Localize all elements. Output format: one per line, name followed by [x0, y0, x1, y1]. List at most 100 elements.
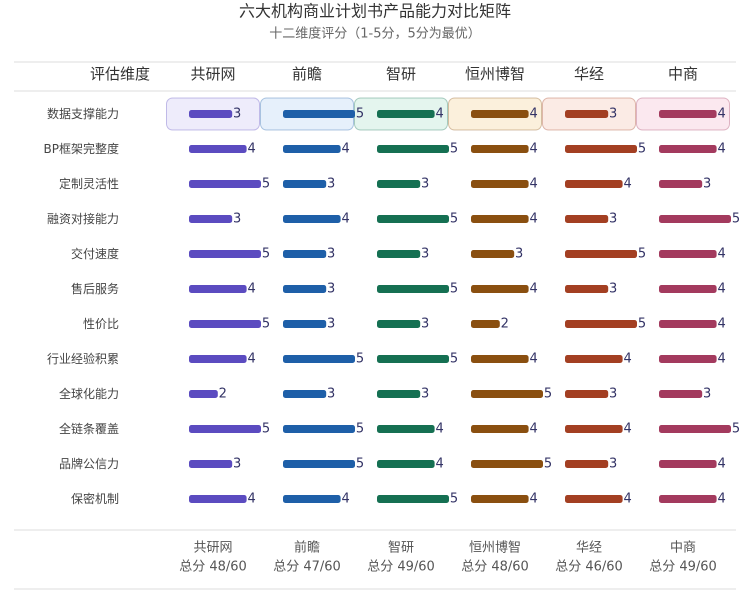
score-label: 5: [732, 212, 740, 227]
score-bar: [471, 250, 515, 258]
score-label: 3: [421, 387, 429, 402]
score-label: 5: [262, 247, 270, 262]
dimension-label: 交付速度: [71, 246, 119, 261]
dimension-label: 数据支撑能力: [47, 106, 119, 121]
score-label: 5: [450, 492, 458, 507]
score-label: 4: [717, 317, 725, 332]
score-bar: [659, 355, 717, 363]
score-label: 3: [233, 107, 241, 122]
score-label: 2: [501, 317, 509, 332]
score-bar: [283, 180, 327, 188]
score-bar: [283, 285, 327, 293]
score-bar: [471, 355, 529, 363]
footer-name: 中商: [670, 541, 696, 556]
score-label: 4: [247, 492, 255, 507]
score-label: 3: [327, 317, 335, 332]
chart-subtitle: 十二维度评分（1-5分，5分为最优）: [269, 26, 481, 42]
score-label: 5: [262, 177, 270, 192]
score-label: 5: [638, 317, 646, 332]
score-label: 4: [717, 457, 725, 472]
dimension-label: 保密机制: [71, 491, 119, 506]
score-bar: [659, 320, 717, 328]
score-bar: [377, 425, 435, 433]
score-bar: [565, 250, 637, 258]
score-bar: [377, 285, 449, 293]
score-bar: [659, 460, 717, 468]
score-label: 5: [356, 457, 364, 472]
score-bar: [471, 285, 529, 293]
column-header: 华经: [574, 65, 604, 83]
score-bar: [471, 145, 529, 153]
score-label: 4: [435, 107, 443, 122]
footer-total: 总分 47/60: [273, 560, 341, 575]
score-label: 5: [638, 142, 646, 157]
score-bar: [189, 180, 261, 188]
score-bar: [659, 495, 717, 503]
score-bar: [377, 320, 421, 328]
score-bar: [377, 355, 449, 363]
score-bar: [189, 215, 233, 223]
score-bar: [377, 495, 449, 503]
score-bar: [189, 285, 247, 293]
score-label: 4: [717, 107, 725, 122]
score-bar: [659, 425, 731, 433]
score-bar: [565, 180, 623, 188]
dimension-label: 定制灵活性: [59, 176, 119, 191]
score-label: 5: [732, 422, 740, 437]
footer-total: 总分 49/60: [367, 560, 435, 575]
score-bar: [565, 460, 609, 468]
score-bar: [189, 355, 247, 363]
score-label: 5: [638, 247, 646, 262]
score-label: 5: [356, 352, 364, 367]
score-label: 5: [544, 457, 552, 472]
dimension-label: 行业经验积累: [47, 351, 119, 366]
score-label: 4: [435, 457, 443, 472]
score-label: 5: [450, 212, 458, 227]
footer-name: 智研: [388, 541, 414, 556]
score-bar: [471, 495, 529, 503]
chart-title: 六大机构商业计划书产品能力对比矩阵: [239, 2, 511, 21]
score-bar: [471, 180, 529, 188]
footer-total: 总分 48/60: [179, 560, 247, 575]
score-bar: [471, 390, 543, 398]
score-bar: [283, 390, 327, 398]
score-label: 5: [356, 107, 364, 122]
score-bar: [283, 215, 341, 223]
score-label: 3: [609, 107, 617, 122]
score-bar: [283, 320, 327, 328]
score-label: 3: [703, 387, 711, 402]
score-bar: [377, 215, 449, 223]
score-label: 5: [356, 422, 364, 437]
score-bar: [189, 495, 247, 503]
score-bar: [189, 390, 218, 398]
score-bar: [565, 390, 609, 398]
score-bar: [659, 215, 731, 223]
score-bar: [189, 145, 247, 153]
score-bar: [565, 355, 623, 363]
score-label: 3: [609, 387, 617, 402]
column-header: 前瞻: [292, 65, 322, 83]
score-label: 4: [341, 492, 349, 507]
score-bar: [283, 495, 341, 503]
score-label: 3: [515, 247, 523, 262]
score-label: 4: [247, 282, 255, 297]
score-label: 4: [623, 422, 631, 437]
score-bar: [471, 460, 543, 468]
score-label: 4: [623, 177, 631, 192]
footer-name: 恒州博智: [469, 541, 521, 556]
score-bar: [377, 110, 435, 118]
score-label: 3: [421, 177, 429, 192]
score-label: 5: [544, 387, 552, 402]
column-header: 中商: [668, 65, 698, 83]
score-bar: [189, 110, 233, 118]
score-label: 4: [435, 422, 443, 437]
score-bar: [565, 285, 609, 293]
score-label: 3: [233, 457, 241, 472]
score-bar: [659, 390, 703, 398]
score-bar: [471, 215, 529, 223]
score-bar: [189, 250, 261, 258]
score-label: 4: [341, 142, 349, 157]
score-bar: [283, 250, 327, 258]
score-label: 4: [717, 352, 725, 367]
